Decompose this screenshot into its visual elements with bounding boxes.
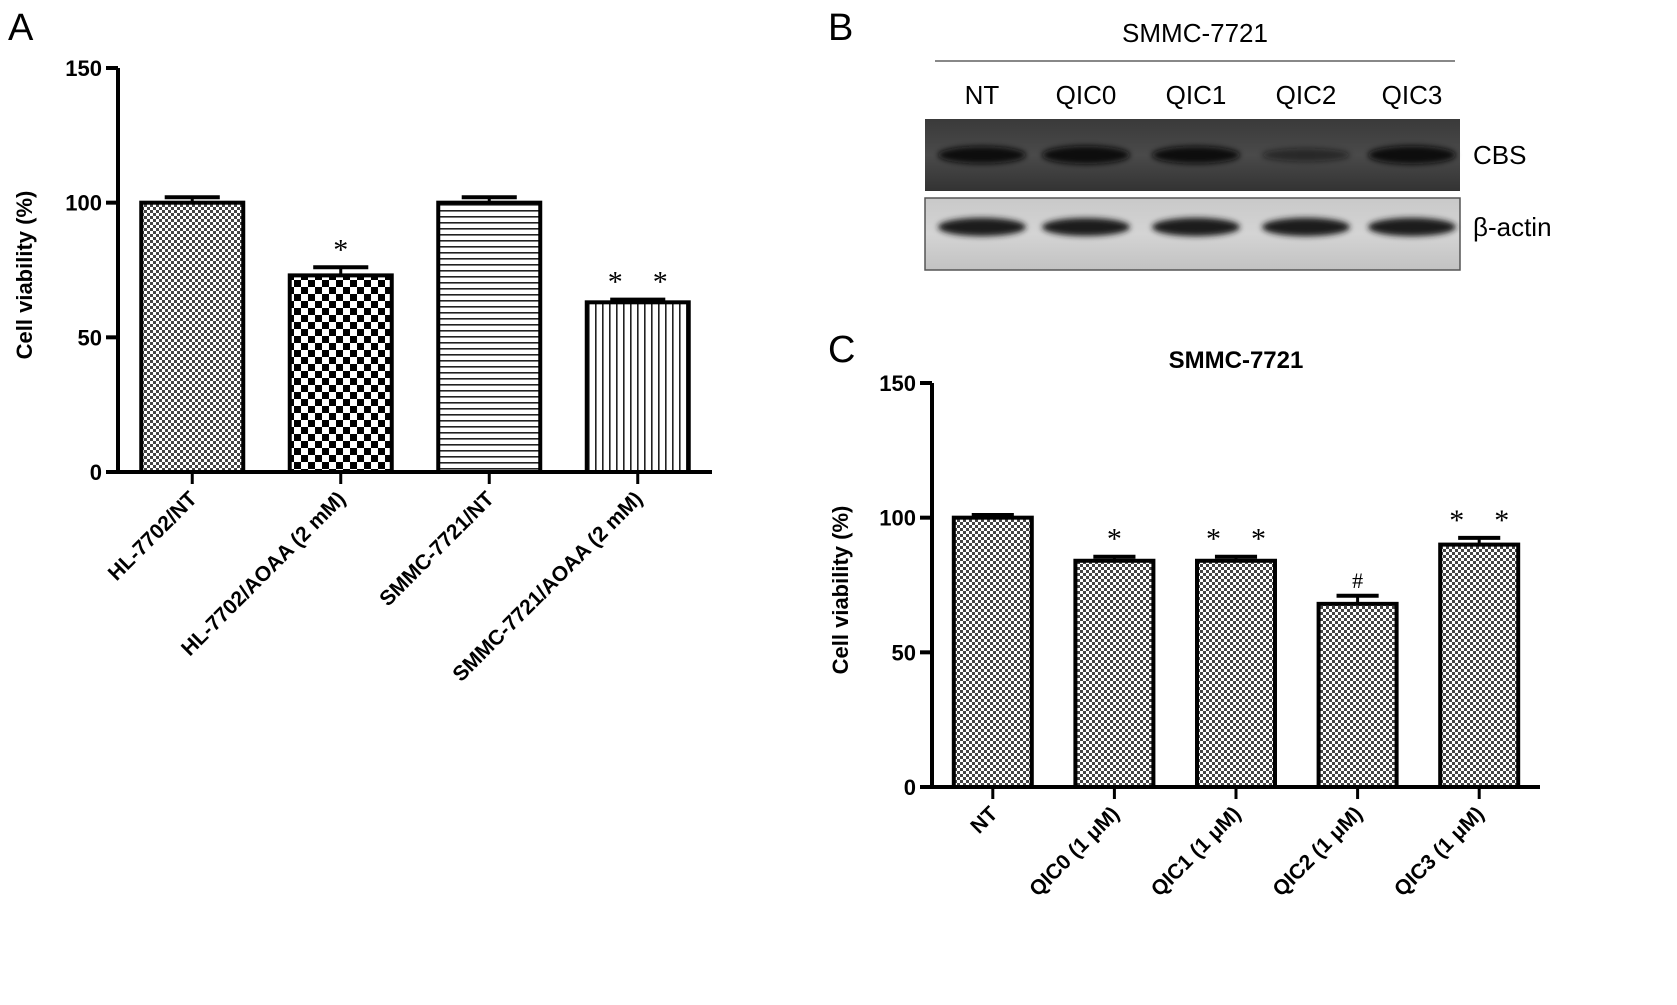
y-tick-label: 150: [65, 56, 102, 81]
chart-c: 0 50 100 150 Cell viability (%) SMMC-7721 NT * Q…: [828, 347, 1540, 901]
blot-lane-label: QIC1: [1166, 80, 1227, 110]
x-category-label: QIC1 (1 μM): [1147, 802, 1246, 901]
blot-band: [938, 217, 1026, 237]
blot-band: [1262, 148, 1350, 162]
blot-band: [1368, 217, 1456, 237]
y-tick-label: 0: [90, 460, 102, 485]
western-blot-panel: SMMC-7721 NT QIC0 QIC1 QIC2 QIC3 CBS β-actin: [924, 18, 1552, 271]
x-category-label: HL-7702/NT: [104, 487, 202, 585]
panel-letter-b: B: [828, 7, 853, 49]
significance-mark: *: [333, 233, 348, 266]
blot-lane-label: QIC3: [1382, 80, 1443, 110]
blot-lane-label: QIC2: [1276, 80, 1337, 110]
y-axis-label: Cell viability (%): [12, 191, 37, 360]
y-axis-label: Cell viability (%): [828, 506, 853, 675]
blot-bands: [938, 145, 1456, 237]
bar: [1195, 558, 1277, 790]
bar: [139, 200, 246, 475]
chart-a: 0 50 100 150 Cell viability (%) HL-7702/NT * HL…: [12, 56, 712, 686]
blot-band: [1368, 145, 1456, 165]
blot-band: [1152, 146, 1240, 164]
bar: [287, 273, 394, 474]
bar: [584, 300, 691, 474]
blot-lane-label: QIC0: [1056, 80, 1117, 110]
blot-band: [1042, 145, 1130, 165]
significance-mark: #: [1352, 568, 1363, 593]
y-tick-label: 150: [879, 371, 916, 396]
blot-band: [1262, 217, 1350, 237]
panel-letter-a: A: [8, 7, 34, 49]
blot-lane-label: NT: [965, 80, 1000, 110]
y-tick-label: 0: [904, 775, 916, 800]
significance-mark: * *: [1206, 523, 1266, 556]
blot-band: [938, 146, 1026, 164]
panel-letter-c: C: [828, 329, 855, 371]
bar: [436, 200, 543, 475]
x-category-label: NT: [966, 802, 1002, 838]
x-category-label: QIC0 (1 μM): [1025, 802, 1124, 901]
y-tick-label: 50: [78, 325, 102, 350]
blot-band: [1152, 217, 1240, 237]
y-tick-label: 100: [879, 506, 916, 531]
significance-mark: *: [1107, 523, 1122, 556]
bar: [1316, 601, 1399, 789]
bar: [1438, 542, 1521, 789]
blot-cell-line-label: SMMC-7721: [1122, 18, 1268, 48]
x-category-label: HL-7702/AOAA (2 mM): [177, 487, 350, 660]
blot-row-label: β-actin: [1473, 212, 1552, 242]
blot-lane-labels: NT QIC0 QIC1 QIC2 QIC3: [965, 80, 1443, 110]
y-tick-label: 50: [892, 640, 916, 665]
x-category-label: QIC2 (1 μM): [1268, 802, 1367, 901]
x-category-label: QIC3 (1 μM): [1390, 802, 1489, 901]
y-tick-label: 100: [65, 191, 102, 216]
chart-title: SMMC-7721: [1169, 347, 1304, 374]
blot-band: [1042, 218, 1130, 236]
blot-row-label: CBS: [1473, 140, 1526, 170]
bar: [951, 515, 1034, 790]
x-category-label: SMMC-7721/NT: [375, 487, 499, 611]
significance-mark: * *: [1449, 504, 1509, 537]
blot-row-labels: CBS β-actin: [1473, 140, 1552, 242]
bar: [1073, 558, 1156, 790]
significance-mark: * *: [608, 266, 668, 299]
